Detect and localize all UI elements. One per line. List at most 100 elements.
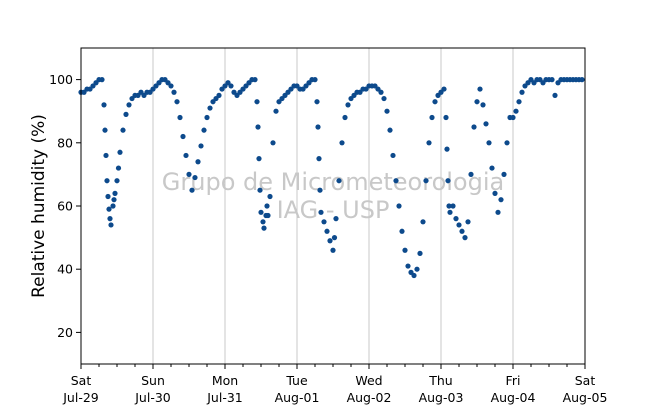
x-tick-label-day: Fri: [506, 373, 521, 388]
data-point: [314, 99, 320, 105]
data-point: [260, 219, 266, 225]
data-point: [441, 86, 447, 92]
x-axis-ticks: Sat Jul-29 Sun Jul-30 Mon Jul-31 Tue Aug-01 Wed A…: [62, 364, 607, 405]
data-point: [450, 203, 456, 209]
data-point: [107, 216, 113, 222]
data-point: [101, 102, 107, 108]
data-point: [112, 190, 118, 196]
data-point: [420, 219, 426, 225]
data-point: [103, 152, 109, 159]
y-tick-label: 100: [49, 72, 73, 87]
data-point: [446, 203, 452, 209]
data-point: [426, 140, 432, 146]
data-point: [318, 209, 324, 215]
data-point: [252, 77, 258, 83]
data-point: [498, 197, 504, 203]
x-tick-label-date: Aug-05: [563, 390, 608, 405]
data-point: [117, 149, 123, 155]
x-tick-label-date: Aug-04: [491, 390, 536, 405]
data-point: [198, 143, 204, 149]
data-point: [453, 216, 459, 222]
data-point: [324, 228, 330, 234]
y-tick-label: 80: [57, 135, 73, 150]
data-point: [120, 127, 126, 133]
data-point: [399, 228, 405, 234]
data-points: [78, 77, 585, 279]
data-point: [387, 127, 393, 133]
data-point: [267, 193, 273, 200]
data-point: [390, 152, 396, 159]
data-point: [384, 108, 390, 114]
data-point: [201, 127, 207, 133]
data-point: [228, 83, 234, 89]
data-point: [186, 171, 192, 177]
data-point: [468, 171, 474, 177]
vertical-grid-lines: [152, 48, 514, 364]
data-point: [504, 140, 510, 146]
data-point: [256, 156, 262, 162]
data-point: [462, 235, 468, 241]
data-point: [258, 209, 264, 215]
data-point: [492, 190, 498, 196]
y-tick-label: 20: [57, 325, 73, 340]
data-point: [105, 193, 111, 200]
data-point: [264, 203, 270, 209]
y-axis-ticks: 20 40 60 80 100: [49, 72, 81, 340]
data-point: [432, 99, 438, 105]
watermark: Grupo de Micrometeorologia IAG - USP: [162, 168, 504, 224]
data-point: [315, 124, 321, 130]
data-point: [411, 272, 417, 279]
data-point: [333, 216, 339, 222]
data-point: [330, 247, 336, 253]
x-tick-label-date: Jul-31: [206, 390, 243, 405]
data-point: [327, 238, 333, 244]
data-point: [99, 77, 105, 83]
data-point: [447, 209, 453, 215]
data-point: [317, 187, 323, 193]
x-tick-label-day: Sat: [71, 373, 92, 388]
data-point: [255, 124, 261, 130]
y-tick-label: 40: [57, 262, 73, 277]
data-point: [104, 178, 110, 184]
data-point: [474, 99, 480, 105]
data-point: [126, 102, 132, 108]
data-point: [342, 114, 348, 121]
data-point: [444, 146, 450, 152]
data-point: [549, 77, 555, 83]
x-tick-label-day: Sat: [575, 373, 596, 388]
data-point: [519, 89, 525, 95]
data-point: [115, 165, 122, 171]
data-point: [513, 108, 519, 114]
watermark-line-2: IAG - USP: [277, 196, 390, 224]
data-point: [495, 209, 501, 215]
data-point: [265, 212, 271, 219]
data-point: [254, 99, 260, 105]
data-point: [459, 228, 465, 234]
data-point: [123, 111, 129, 117]
data-point: [477, 86, 483, 92]
x-tick-label-day: Tue: [285, 373, 308, 388]
data-point: [443, 114, 449, 121]
data-point: [480, 102, 486, 108]
data-point: [471, 124, 477, 130]
x-tick-label-date: Jul-30: [134, 390, 171, 405]
data-point: [177, 114, 183, 121]
data-point: [405, 263, 411, 269]
data-point: [345, 102, 351, 108]
data-point: [168, 83, 174, 89]
data-point: [510, 114, 516, 121]
data-point: [489, 165, 495, 171]
x-tick-label-date: Aug-02: [347, 390, 392, 405]
x-tick-label-day: Sun: [141, 373, 165, 388]
data-point: [445, 178, 451, 184]
data-point: [312, 77, 318, 83]
data-point: [106, 206, 112, 212]
data-point: [393, 178, 399, 184]
x-tick-label-day: Thu: [428, 373, 452, 388]
data-point: [552, 92, 558, 98]
data-point: [102, 127, 108, 133]
data-point: [273, 108, 279, 114]
data-point: [257, 187, 263, 193]
data-point: [339, 140, 345, 146]
data-point: [110, 203, 116, 209]
